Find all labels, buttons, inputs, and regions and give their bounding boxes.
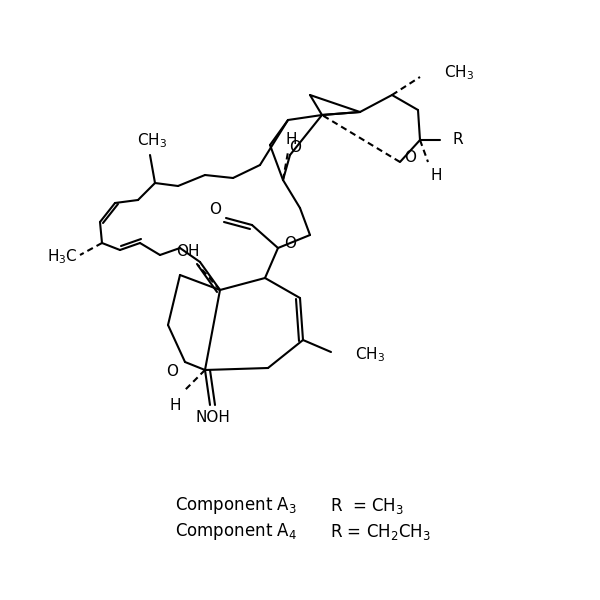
Text: H: H xyxy=(169,398,181,413)
Text: O: O xyxy=(404,151,416,166)
Text: H: H xyxy=(430,167,442,182)
Text: R = CH$_2$CH$_3$: R = CH$_2$CH$_3$ xyxy=(330,522,431,542)
Text: H$_3$C: H$_3$C xyxy=(47,248,77,266)
Text: O: O xyxy=(289,140,301,155)
Text: H: H xyxy=(285,133,297,148)
Text: OH: OH xyxy=(176,245,200,259)
Text: NOH: NOH xyxy=(196,410,230,425)
Text: O: O xyxy=(284,236,296,251)
Text: CH$_3$: CH$_3$ xyxy=(355,346,385,364)
Text: O: O xyxy=(166,364,178,379)
Text: Component A$_4$: Component A$_4$ xyxy=(175,521,297,542)
Text: R  = CH$_3$: R = CH$_3$ xyxy=(330,496,404,516)
Text: CH$_3$: CH$_3$ xyxy=(137,131,167,151)
Text: R: R xyxy=(452,133,463,148)
Text: O: O xyxy=(209,202,221,217)
Text: CH$_3$: CH$_3$ xyxy=(444,64,474,82)
Text: Component A$_3$: Component A$_3$ xyxy=(175,496,297,517)
